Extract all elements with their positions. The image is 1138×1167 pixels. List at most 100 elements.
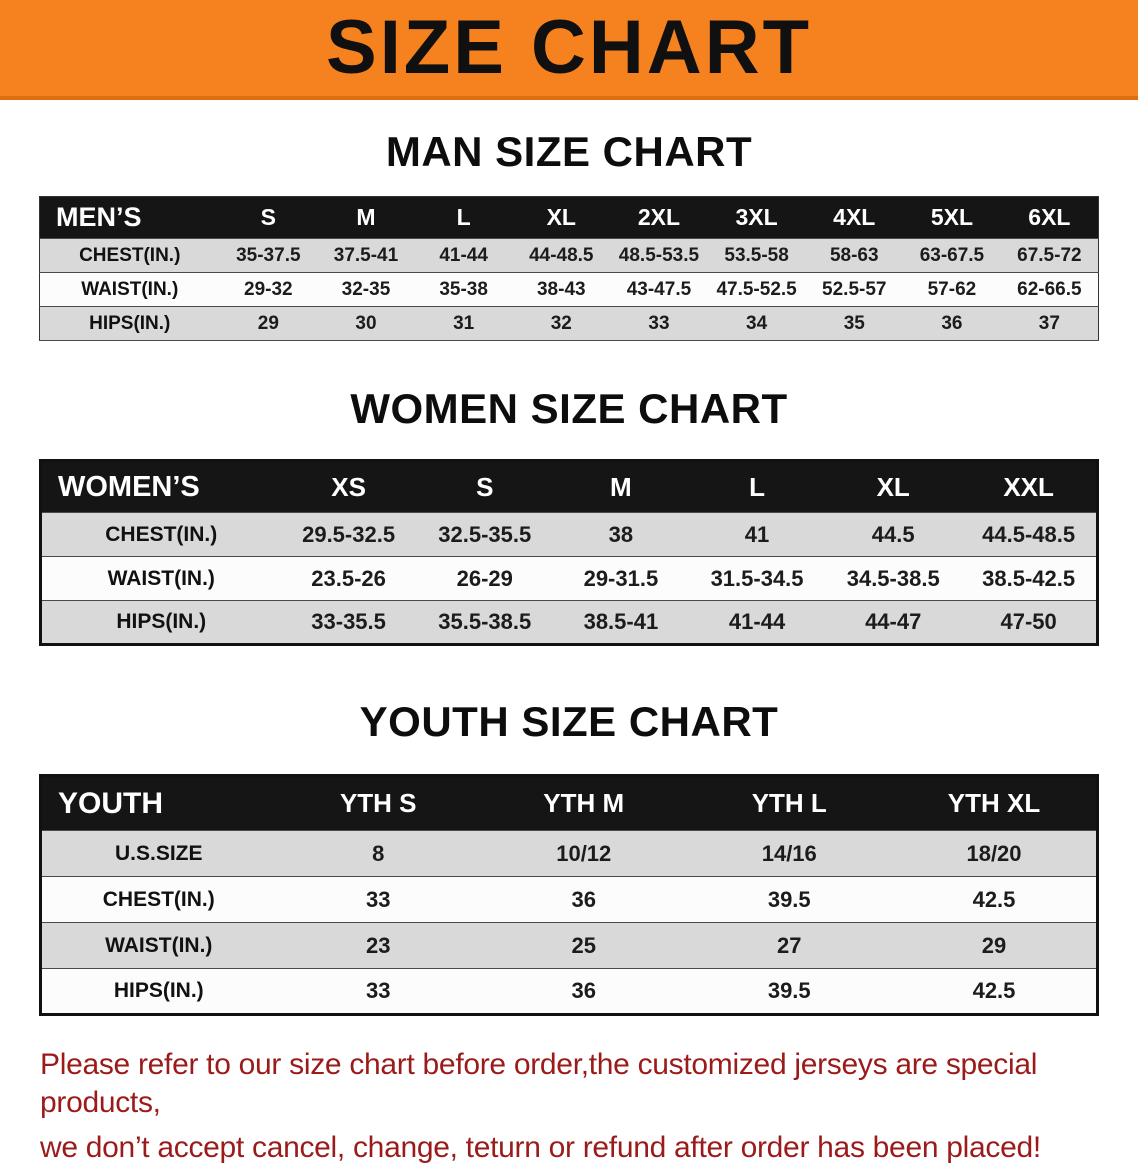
col-header: 2XL: [610, 196, 708, 239]
col-header: L: [688, 460, 826, 513]
women-waist-row: WAIST(IN.) 23.5-26 26-29 29-31.5 31.5-34…: [40, 556, 1098, 601]
size-cell: 57-62: [903, 272, 1001, 307]
row-label: WAIST(IN.): [40, 556, 281, 601]
size-cell: 29: [219, 306, 318, 341]
size-cell: 58-63: [805, 238, 904, 273]
size-cell: 38.5-42.5: [961, 556, 1098, 601]
size-cell: 29: [892, 922, 1098, 969]
size-cell: 44.5-48.5: [961, 512, 1098, 557]
row-label: U.S.SIZE: [40, 830, 276, 877]
size-cell: 27: [686, 922, 892, 969]
men-hips-row: HIPS(IN.) 29 30 31 32 33 34 35 36 37: [39, 306, 1099, 341]
youth-header-row: YOUTH YTH S YTH M YTH L YTH XL: [40, 775, 1098, 831]
size-cell: 44-47: [825, 600, 962, 645]
size-cell: 34: [707, 306, 806, 341]
size-cell: 35: [805, 306, 904, 341]
size-cell: 31: [414, 306, 513, 341]
col-header: YTH XL: [892, 775, 1098, 831]
men-table-label: MEN’S: [39, 196, 220, 239]
col-header: XS: [280, 460, 417, 513]
size-cell: 23: [275, 922, 481, 969]
youth-ussize-row: U.S.SIZE 8 10/12 14/16 18/20: [40, 830, 1098, 877]
size-cell: 42.5: [892, 876, 1098, 923]
women-hips-row: HIPS(IN.) 33-35.5 35.5-38.5 38.5-41 41-4…: [40, 600, 1098, 645]
size-cell: 41-44: [414, 238, 513, 273]
size-cell: 29-32: [219, 272, 318, 307]
size-cell: 29.5-32.5: [280, 512, 417, 557]
women-table-label: WOMEN’S: [40, 460, 281, 513]
col-header: S: [416, 460, 553, 513]
size-cell: 43-47.5: [610, 272, 708, 307]
size-cell: 18/20: [892, 830, 1098, 877]
size-cell: 10/12: [481, 830, 687, 877]
size-cell: 33: [275, 876, 481, 923]
col-header: 3XL: [707, 196, 806, 239]
footer-note: Please refer to our size chart before or…: [40, 1046, 1138, 1167]
size-cell: 32.5-35.5: [416, 512, 553, 557]
size-cell: 67.5-72: [1000, 238, 1099, 273]
col-header: 4XL: [805, 196, 904, 239]
size-cell: 32: [512, 306, 611, 341]
size-cell: 47-50: [961, 600, 1098, 645]
size-cell: 42.5: [892, 968, 1098, 1015]
size-cell: 35-37.5: [219, 238, 318, 273]
size-cell: 39.5: [686, 876, 892, 923]
size-cell: 48.5-53.5: [610, 238, 708, 273]
size-cell: 52.5-57: [805, 272, 904, 307]
size-cell: 33: [610, 306, 708, 341]
size-cell: 37: [1000, 306, 1099, 341]
size-cell: 38-43: [512, 272, 611, 307]
size-cell: 26-29: [416, 556, 553, 601]
youth-hips-row: HIPS(IN.) 33 36 39.5 42.5: [40, 968, 1098, 1015]
size-cell: 39.5: [686, 968, 892, 1015]
women-section-heading: WOMEN SIZE CHART: [350, 385, 788, 432]
youth-chest-row: CHEST(IN.) 33 36 39.5 42.5: [40, 876, 1098, 923]
men-waist-row: WAIST(IN.) 29-32 32-35 35-38 38-43 43-47…: [39, 272, 1099, 307]
col-header: L: [414, 196, 513, 239]
col-header: XXL: [961, 460, 1098, 513]
size-cell: 30: [317, 306, 415, 341]
size-cell: 62-66.5: [1000, 272, 1099, 307]
men-size-table: MEN’S S M L XL 2XL 3XL 4XL 5XL 6XL CHEST…: [39, 196, 1099, 341]
size-cell: 38: [552, 512, 689, 557]
size-cell: 63-67.5: [903, 238, 1001, 273]
col-header: M: [317, 196, 415, 239]
col-header: XL: [825, 460, 962, 513]
size-cell: 35-38: [414, 272, 513, 307]
men-header-row: MEN’S S M L XL 2XL 3XL 4XL 5XL 6XL: [39, 196, 1099, 239]
size-cell: 36: [903, 306, 1001, 341]
size-cell: 37.5-41: [317, 238, 415, 273]
banner: SIZE CHART: [0, 0, 1138, 100]
youth-size-table: YOUTH YTH S YTH M YTH L YTH XL U.S.SIZE …: [39, 774, 1099, 1016]
size-cell: 23.5-26: [280, 556, 417, 601]
col-header: YTH L: [686, 775, 892, 831]
size-cell: 35.5-38.5: [416, 600, 553, 645]
footer-line-2: we don’t accept cancel, change, teturn o…: [40, 1131, 1041, 1164]
women-header-row: WOMEN’S XS S M L XL XXL: [40, 460, 1098, 513]
size-cell: 32-35: [317, 272, 415, 307]
men-section-heading: MAN SIZE CHART: [385, 128, 753, 175]
col-header: M: [552, 460, 689, 513]
size-cell: 36: [481, 876, 687, 923]
row-label: CHEST(IN.): [40, 876, 276, 923]
size-cell: 44.5: [825, 512, 962, 557]
footer-line-1: Please refer to our size chart before or…: [40, 1048, 1038, 1119]
row-label: WAIST(IN.): [39, 272, 220, 307]
men-chest-row: CHEST(IN.) 35-37.5 37.5-41 41-44 44-48.5…: [39, 238, 1099, 273]
row-label: WAIST(IN.): [40, 922, 276, 969]
women-chest-row: CHEST(IN.) 29.5-32.5 32.5-35.5 38 41 44.…: [40, 512, 1098, 557]
col-header: S: [219, 196, 318, 239]
size-cell: 8: [275, 830, 481, 877]
col-header: YTH S: [275, 775, 481, 831]
row-label: CHEST(IN.): [39, 238, 220, 273]
page-title: SIZE CHART: [326, 5, 812, 90]
size-cell: 31.5-34.5: [688, 556, 826, 601]
row-label: HIPS(IN.): [40, 968, 276, 1015]
size-cell: 41: [688, 512, 826, 557]
size-cell: 38.5-41: [552, 600, 689, 645]
size-cell: 44-48.5: [512, 238, 611, 273]
size-cell: 14/16: [686, 830, 892, 877]
row-label: CHEST(IN.): [40, 512, 281, 557]
col-header: 5XL: [903, 196, 1001, 239]
